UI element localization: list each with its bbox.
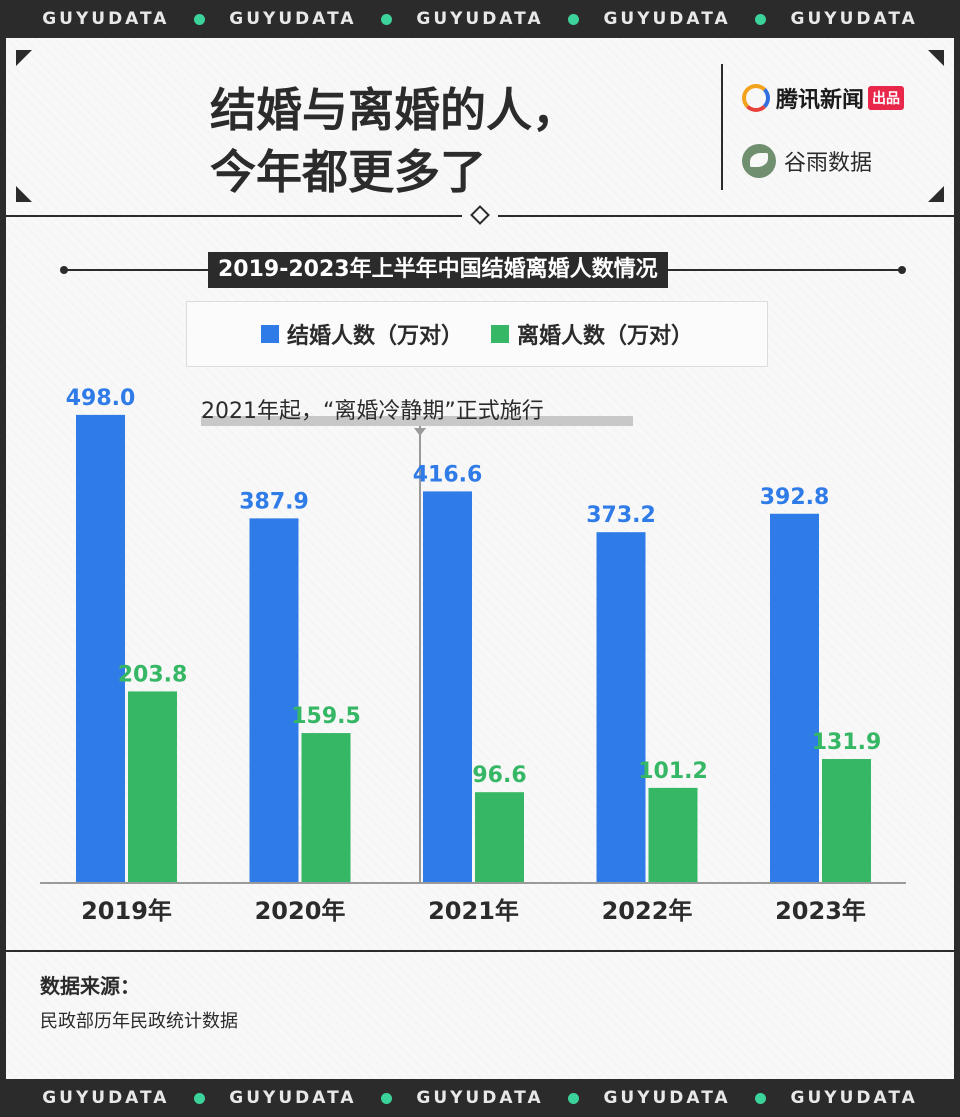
banner-dot bbox=[755, 1092, 767, 1104]
bar-chart: 2021年起，“离婚冷静期”正式施行 498.0 203.8 2019年 387.9 15… bbox=[40, 386, 906, 925]
guyu-data-name: 谷雨数据 bbox=[784, 151, 873, 176]
banner-dot bbox=[568, 1092, 580, 1104]
header-rule bbox=[6, 215, 462, 217]
rule-dot bbox=[60, 266, 68, 274]
bar-marriage bbox=[423, 491, 472, 883]
data-label-divorce: 159.5 bbox=[291, 704, 361, 729]
corner-mark bbox=[16, 50, 32, 66]
annotation-label: 2021年起，“离婚冷静期”正式施行 bbox=[201, 399, 544, 424]
tencent-news-logo: 腾讯新闻 出品 bbox=[742, 82, 905, 114]
data-label-marriage: 416.6 bbox=[413, 462, 483, 487]
banner-dot bbox=[380, 1092, 392, 1104]
banner-dot bbox=[755, 13, 767, 25]
data-label-marriage: 498.0 bbox=[66, 386, 136, 411]
banner-word: GUYUDATA bbox=[416, 9, 544, 29]
infographic-card: 结婚与离婚的人， 今年都更多了 腾讯新闻 出品 谷雨数据 2019-2023年上… bbox=[6, 38, 954, 1079]
page-title-line2: 今年都更多了 bbox=[210, 145, 486, 199]
corner-mark bbox=[928, 50, 944, 66]
legend-swatch-marriage bbox=[260, 325, 279, 343]
banner-dot bbox=[193, 1092, 205, 1104]
tencent-news-name: 腾讯新闻 bbox=[776, 88, 865, 113]
banner-word: GUYUDATA bbox=[603, 1088, 731, 1108]
x-tick-label: 2022年 bbox=[602, 897, 693, 925]
tencent-news-icon bbox=[742, 84, 770, 112]
banner-word: GUYUDATA bbox=[416, 1088, 544, 1108]
page-title-line1: 结婚与离婚的人， bbox=[210, 83, 578, 137]
bar-divorce bbox=[128, 691, 177, 883]
data-label-marriage: 387.9 bbox=[239, 489, 309, 514]
guyu-data-logo: 谷雨数据 bbox=[742, 144, 872, 178]
data-label-divorce: 131.9 bbox=[812, 730, 882, 755]
corner-mark bbox=[928, 186, 944, 202]
banner-word: GUYUDATA bbox=[229, 1088, 357, 1108]
banner-word: GUYUDATA bbox=[603, 9, 731, 29]
annotation-pointer bbox=[414, 428, 426, 436]
rule-dot bbox=[898, 266, 906, 274]
source-text: 民政部历年民政统计数据 bbox=[40, 1011, 238, 1032]
top-banner: GUYUDATA GUYUDATA GUYUDATA GUYUDATA GUYU… bbox=[0, 0, 960, 38]
bird-icon bbox=[742, 144, 776, 178]
data-label-divorce: 203.8 bbox=[118, 662, 188, 687]
legend-item-marriage: 结婚人数（万对） bbox=[260, 318, 463, 350]
header: 结婚与离婚的人， 今年都更多了 腾讯新闻 出品 谷雨数据 bbox=[6, 38, 954, 216]
header-divider bbox=[721, 64, 723, 190]
x-tick-label: 2019年 bbox=[81, 897, 172, 925]
source-title: 数据来源： bbox=[40, 974, 140, 998]
data-label-divorce: 101.2 bbox=[638, 759, 708, 784]
bar-marriage bbox=[76, 414, 125, 883]
data-label-divorce: 96.6 bbox=[472, 763, 526, 788]
banner-word: GUYUDATA bbox=[42, 9, 170, 29]
source-section: 数据来源： 民政部历年民政统计数据 bbox=[6, 950, 954, 1079]
banner-dot bbox=[193, 13, 205, 25]
x-tick-label: 2020年 bbox=[255, 897, 346, 925]
bar-marriage bbox=[596, 532, 646, 883]
annotation-underline bbox=[201, 416, 633, 426]
banner-dot bbox=[568, 13, 580, 25]
legend-item-divorce: 离婚人数（万对） bbox=[491, 318, 693, 350]
banner-word: GUYUDATA bbox=[229, 9, 357, 29]
bar-divorce bbox=[301, 733, 351, 883]
bottom-banner: GUYUDATA GUYUDATA GUYUDATA GUYUDATA GUYU… bbox=[0, 1079, 960, 1117]
banner-word: GUYUDATA bbox=[42, 1088, 170, 1108]
banner-word: GUYUDATA bbox=[790, 1088, 918, 1108]
x-tick-label: 2021年 bbox=[428, 897, 519, 925]
bar-divorce bbox=[822, 759, 871, 883]
bar-marriage bbox=[249, 518, 299, 883]
corner-mark bbox=[16, 186, 32, 202]
header-rule bbox=[498, 215, 954, 217]
bar-marriage bbox=[770, 513, 819, 883]
data-label-marriage: 392.8 bbox=[760, 485, 830, 510]
data-label-marriage: 373.2 bbox=[586, 503, 656, 528]
chart-title: 2019-2023年上半年中国结婚离婚人数情况 bbox=[208, 252, 668, 288]
banner-word: GUYUDATA bbox=[790, 9, 918, 29]
legend-label-marriage: 结婚人数（万对） bbox=[286, 324, 463, 349]
chart-legend: 结婚人数（万对） 离婚人数（万对） bbox=[186, 301, 768, 367]
produced-badge: 出品 bbox=[868, 86, 905, 110]
bar-divorce bbox=[648, 787, 698, 883]
banner-dot bbox=[380, 13, 392, 25]
legend-swatch-divorce bbox=[491, 325, 509, 343]
x-tick-label: 2023年 bbox=[775, 897, 866, 925]
legend-label-divorce: 离婚人数（万对） bbox=[517, 324, 694, 349]
bar-divorce bbox=[475, 792, 524, 883]
